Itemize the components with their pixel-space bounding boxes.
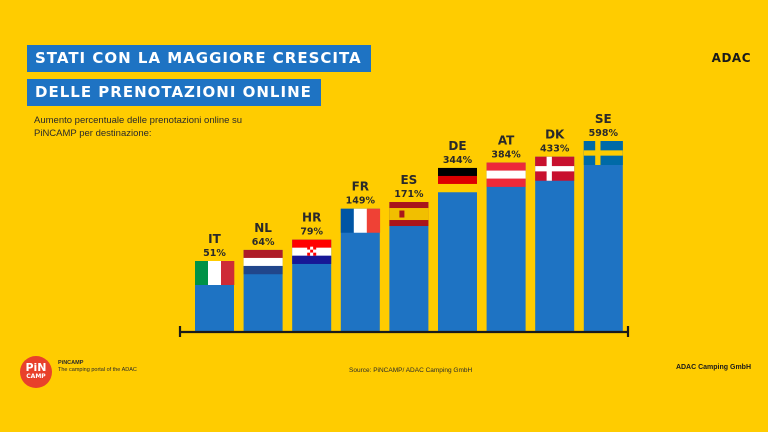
flag-stripe	[221, 261, 235, 285]
flag-cross-horizontal	[583, 150, 623, 156]
value-label: 384%	[491, 150, 521, 161]
germany-flag	[438, 167, 477, 193]
footer-company: ADAC Camping GmbH	[675, 364, 751, 371]
adac-logo: ADAC	[711, 51, 751, 65]
flag-stripe	[486, 178, 526, 187]
bar-group-nl: NL 64%	[243, 221, 283, 331]
bar-at	[486, 162, 526, 331]
flag-stripe	[486, 162, 526, 171]
coat-of-arms-square	[307, 249, 311, 253]
flag-stripe	[195, 261, 209, 285]
bar-group-de: DE 344%	[438, 139, 477, 331]
pincamp-badge-bottom: CAMP	[26, 373, 46, 380]
pincamp-badge: PiN CAMP	[20, 356, 52, 388]
chart-title-line-2: DELLE PRENOTAZIONI ONLINE	[27, 79, 321, 106]
country-label: DE	[448, 139, 466, 153]
sweden-flag	[583, 141, 623, 165]
coat-of-arms-square	[313, 249, 317, 253]
flag-stripe	[438, 183, 477, 193]
coat-of-arms	[399, 210, 405, 218]
value-label: 598%	[589, 128, 619, 139]
value-label: 171%	[394, 189, 424, 200]
value-label: 64%	[252, 237, 275, 248]
bar-group-dk: DK 433%	[535, 128, 575, 331]
coat-of-arms-square	[310, 252, 314, 256]
flag-stripe	[438, 175, 477, 185]
netherlands-flag	[243, 249, 283, 275]
flag-stripe	[292, 239, 332, 248]
flag-stripe	[353, 208, 368, 233]
coat-of-arms-square	[313, 252, 317, 256]
coat-of-arms-square	[307, 246, 311, 250]
france-flag	[340, 208, 381, 233]
coat-of-arms-square	[307, 252, 311, 256]
bar-group-hr: HR 79%	[292, 211, 332, 331]
country-label: ES	[400, 173, 417, 187]
country-label: FR	[352, 180, 369, 194]
flag-cross-horizontal	[535, 166, 575, 172]
value-label: 51%	[203, 248, 226, 259]
flag-stripe	[389, 208, 429, 221]
flag-stripe	[486, 170, 526, 179]
italy-flag	[195, 261, 235, 285]
coat-of-arms-square	[313, 246, 317, 250]
value-label: 344%	[443, 155, 473, 166]
austria-flag	[486, 162, 526, 187]
chart-subtitle: Aumento percentuale delle prenotazioni o…	[34, 115, 243, 139]
flag-stripe	[243, 257, 283, 267]
denmark-flag	[535, 156, 575, 181]
value-label: 433%	[540, 144, 570, 155]
bar-group-it: IT 51%	[195, 232, 235, 331]
coat-of-arms-square	[310, 249, 314, 253]
spain-flag	[389, 202, 429, 227]
x-axis	[178, 326, 630, 337]
country-label: AT	[498, 134, 515, 148]
bar-group-se: SE 598%	[583, 112, 623, 331]
bar-se	[583, 141, 623, 331]
bar-group-es: ES 171%	[389, 173, 429, 331]
country-label: IT	[208, 232, 221, 246]
country-label: NL	[254, 221, 272, 235]
flag-stripe	[292, 255, 332, 264]
coat-of-arms-square	[310, 246, 314, 250]
flag-stripe	[243, 249, 283, 259]
country-label: HR	[302, 211, 321, 225]
chart-title-line-1: STATI CON LA MAGGIORE CRESCITA	[27, 45, 371, 72]
flag-stripe	[438, 167, 477, 177]
bar-group-fr: FR 149%	[340, 180, 381, 331]
flag-stripe	[366, 208, 381, 233]
bar-dk	[535, 156, 575, 331]
country-label: SE	[595, 112, 612, 126]
croatia-flag	[292, 239, 332, 264]
value-label: 149%	[346, 196, 376, 207]
flag-stripe	[208, 261, 222, 285]
pincamp-text: PiNCAMP The camping portal of the ADAC	[58, 360, 138, 373]
country-label: DK	[545, 128, 565, 142]
flag-stripe	[243, 265, 283, 275]
source-note: Source: PiNCAMP/ ADAC Camping GmbH	[349, 367, 473, 374]
bar-group-at: AT 384%	[486, 134, 526, 331]
value-label: 79%	[300, 227, 323, 238]
pincamp-badge-top: PiN	[25, 361, 47, 374]
pincamp-name: PiNCAMP	[58, 360, 84, 366]
flag-stripe	[340, 208, 355, 233]
pincamp-logo: PiN CAMP PiNCAMP The camping portal of t…	[20, 356, 137, 388]
pincamp-tagline: The camping portal of the ADAC	[58, 366, 137, 373]
bar-de	[438, 167, 477, 331]
